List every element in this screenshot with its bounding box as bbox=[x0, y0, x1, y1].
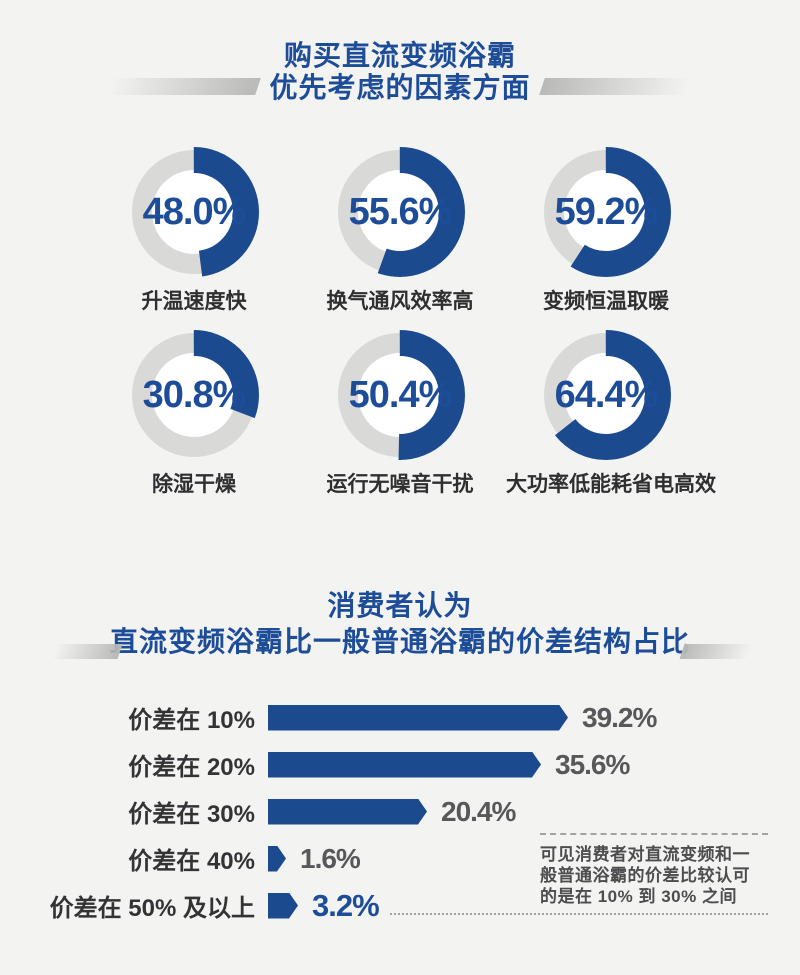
donut-ring: 64.4% bbox=[539, 328, 673, 462]
donut-value: 59.2% bbox=[554, 190, 659, 233]
donut-chart: 64.4% 大功率低能耗省电高效 bbox=[506, 328, 716, 498]
donut-value: 64.4% bbox=[554, 373, 659, 416]
donut-ring: 59.2% bbox=[539, 145, 673, 279]
annotation-line: 般普通浴霸的价差比较认可 bbox=[540, 866, 750, 885]
donut-arc bbox=[129, 147, 259, 277]
donut-svg bbox=[335, 147, 465, 277]
donut-svg bbox=[129, 330, 259, 460]
bar-row: 价差在 30% 20.4% bbox=[0, 788, 800, 835]
section2-title-line1: 消费者认为 bbox=[327, 590, 473, 621]
dotted-divider bbox=[390, 913, 768, 915]
section1-title-line2: 优先考虑的因素方面 bbox=[269, 72, 531, 103]
section1-title: 购买直流变频浴霸 优先考虑的因素方面 bbox=[0, 40, 800, 104]
donut-hole bbox=[151, 352, 237, 438]
donut-value: 30.8% bbox=[142, 373, 247, 416]
donut-hole bbox=[357, 169, 443, 255]
bar-row: 价差在 20% 35.6% bbox=[0, 741, 800, 788]
donut-chart: 30.8% 除湿干燥 bbox=[94, 328, 294, 498]
bar-value: 35.6% bbox=[555, 748, 630, 780]
bar bbox=[268, 799, 427, 825]
donut-chart: 48.0% 升温速度快 bbox=[94, 145, 294, 315]
donut-hole bbox=[563, 352, 649, 438]
donut-row-2: 30.8% 除湿干燥 50.4% 运行无噪音干扰 bbox=[0, 328, 800, 498]
donut-chart: 59.2% 变频恒温取暖 bbox=[506, 145, 706, 315]
donut-label: 运行无噪音干扰 bbox=[326, 473, 474, 496]
bar-row: 价差在 40% 1.6% bbox=[0, 835, 800, 882]
section1-title-line1: 购买直流变频浴霸 bbox=[283, 40, 516, 71]
donut-svg bbox=[541, 330, 671, 460]
bar-row: 价差在 50% 及以上 3.2% bbox=[0, 882, 800, 929]
annotation-line: 可见消费者对直流变频和一 bbox=[540, 845, 750, 864]
donut-hole bbox=[357, 352, 443, 438]
donut-row-1: 48.0% 升温速度快 55.6% 换气通风效率高 bbox=[0, 145, 800, 315]
donut-arc bbox=[335, 330, 465, 460]
donut-value: 50.4% bbox=[348, 373, 453, 416]
donut-arc bbox=[541, 147, 671, 277]
section2-title: 消费者认为 直流变频浴霸比一般普通浴霸的价差结构占比 bbox=[0, 588, 800, 660]
bar-category-label: 价差在 20% bbox=[128, 754, 255, 781]
decorative-gradient-bar-right bbox=[679, 644, 753, 659]
donut-svg bbox=[541, 147, 671, 277]
donut-label: 升温速度快 bbox=[141, 290, 247, 313]
bar-row: 价差在 10% 39.2% bbox=[0, 694, 800, 741]
donut-hole bbox=[151, 169, 237, 255]
donut-label: 大功率低能耗省电高效 bbox=[506, 473, 716, 496]
donut-label: 变频恒温取暖 bbox=[543, 290, 669, 313]
donut-value: 48.0% bbox=[142, 190, 247, 233]
donut-arc bbox=[129, 330, 259, 460]
bar bbox=[268, 752, 541, 778]
donut-ring: 48.0% bbox=[127, 145, 261, 279]
donut-ring: 50.4% bbox=[333, 328, 467, 462]
bar-category-label: 价差在 50% 及以上 bbox=[49, 895, 255, 922]
donut-value: 55.6% bbox=[348, 190, 453, 233]
donut-chart: 55.6% 换气通风效率高 bbox=[300, 145, 500, 315]
decorative-gradient-bar-left bbox=[51, 644, 123, 659]
bar-chart: 价差在 10% 39.2% 价差在 20% 35.6% 价差在 30% 20.4… bbox=[0, 694, 800, 929]
donut-hole bbox=[563, 169, 649, 255]
bar-value: 39.2% bbox=[582, 701, 657, 733]
bar bbox=[268, 705, 568, 731]
bar bbox=[268, 893, 298, 919]
bar-value: 20.4% bbox=[441, 795, 516, 827]
bar-category-label: 价差在 10% bbox=[128, 707, 255, 734]
bar-value: 3.2% bbox=[312, 887, 380, 923]
section2-title-line2: 直流变频浴霸比一般普通浴霸的价差结构占比 bbox=[109, 626, 690, 657]
decorative-gradient-bar-right bbox=[539, 78, 691, 95]
donut-arc bbox=[541, 330, 671, 460]
donut-label: 换气通风效率高 bbox=[326, 290, 474, 313]
bar bbox=[268, 846, 286, 872]
bar-category-label: 价差在 30% bbox=[128, 801, 255, 828]
decorative-gradient-bar-left bbox=[107, 78, 261, 95]
donut-arc bbox=[335, 147, 465, 277]
bar-value: 1.6% bbox=[300, 842, 361, 874]
donut-svg bbox=[335, 330, 465, 460]
donut-ring: 55.6% bbox=[333, 145, 467, 279]
annotation-line: 的是在 10% 到 30% 之间 bbox=[540, 887, 737, 906]
annotation-note: 可见消费者对直流变频和一 般普通浴霸的价差比较认可 的是在 10% 到 30% … bbox=[540, 833, 768, 907]
donut-ring: 30.8% bbox=[127, 328, 261, 462]
donut-chart: 50.4% 运行无噪音干扰 bbox=[300, 328, 500, 498]
bar-category-label: 价差在 40% bbox=[128, 848, 255, 875]
donut-label: 除湿干燥 bbox=[152, 473, 236, 496]
donut-svg bbox=[129, 147, 259, 277]
